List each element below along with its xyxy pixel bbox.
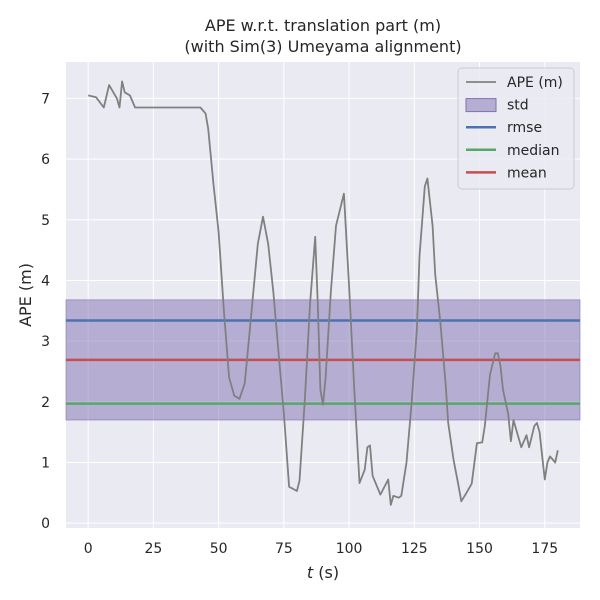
y-tick-label: 1 xyxy=(41,455,50,471)
x-axis-label: t (s) xyxy=(307,563,339,582)
legend-label-mean: mean xyxy=(507,165,547,181)
legend-label-APE (m): APE (m) xyxy=(507,75,563,91)
legend-label-rmse: rmse xyxy=(507,120,542,136)
chart-title-line1: APE w.r.t. translation part (m) xyxy=(205,16,441,35)
y-tick-labels: 0 1 2 3 4 5 6 7 xyxy=(41,91,50,532)
y-tick-label: 2 xyxy=(41,395,50,411)
x-tick-label: 25 xyxy=(144,541,162,557)
ape-series-line xyxy=(87,80,559,506)
legend-label-std: std xyxy=(507,98,529,114)
legend-swatch-std xyxy=(465,98,497,113)
x-tick-label: 150 xyxy=(466,541,493,557)
legend-label-median: median xyxy=(507,143,559,159)
y-tick-label: 6 xyxy=(41,152,50,168)
x-tick-label: 75 xyxy=(275,541,293,557)
ape-line-layer xyxy=(87,80,559,506)
x-tick-labels: 0 25 50 75 100 125 150 175 xyxy=(84,541,558,557)
chart-title-line2: (with Sim(3) Umeyama alignment) xyxy=(184,37,461,56)
legend: APE (m) std rmse median mean xyxy=(457,67,575,190)
y-tick-label: 7 xyxy=(41,91,50,107)
y-tick-label: 5 xyxy=(41,213,50,229)
x-tick-label: 100 xyxy=(336,541,363,557)
y-tick-label: 0 xyxy=(41,516,50,532)
x-tick-label: 175 xyxy=(531,541,558,557)
x-axis-variable: t xyxy=(307,563,314,582)
y-tick-label: 4 xyxy=(41,273,50,289)
x-tick-label: 125 xyxy=(401,541,428,557)
x-tick-label: 0 xyxy=(84,541,93,557)
y-tick-label: 3 xyxy=(41,334,50,350)
x-axis-unit: (s) xyxy=(313,563,339,582)
y-axis-label: APE (m) xyxy=(16,263,35,327)
x-tick-label: 50 xyxy=(210,541,228,557)
